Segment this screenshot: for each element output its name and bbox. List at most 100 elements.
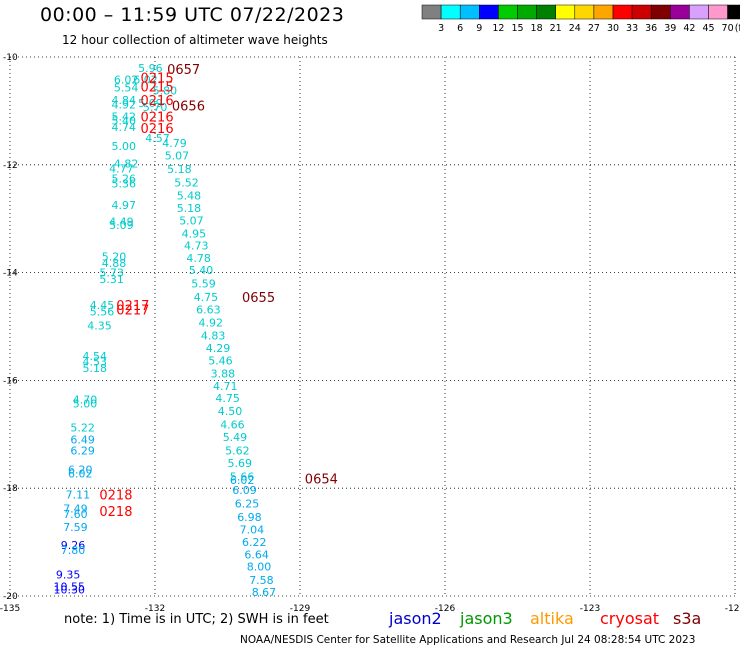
wave-height-label: 5.40 (112, 115, 137, 128)
wave-height-label: 4.77 (109, 163, 134, 176)
wave-height-label: 5.66 (230, 470, 255, 483)
wave-height-label: 9.35 (56, 568, 81, 581)
wave-height-label: 7.49 (63, 503, 87, 516)
time-label: 0216 (141, 110, 174, 125)
wave-height-label: 4.53 (83, 356, 108, 369)
wave-height-label: 4.73 (184, 240, 209, 253)
wave-height-label: 5.69 (228, 457, 253, 470)
footer-note: note: 1) Time is in UTC; 2) SWH is in fe… (64, 612, 329, 627)
time-label: 0657 (167, 63, 200, 78)
colorbar-label: 15 (511, 23, 523, 34)
wave-height-label: 5.56 (90, 305, 115, 318)
x-tick-label: -120 (725, 604, 740, 614)
time-label: 0218 (99, 505, 132, 520)
wave-height-label: 5.62 (225, 445, 250, 458)
colorbar-swatch (727, 4, 740, 20)
time-label: 0215 (141, 81, 174, 96)
time-label: 0216 (141, 94, 174, 109)
colorbar-unit: (ft) (735, 23, 740, 34)
wave-height-label: 4.92 (199, 317, 224, 330)
wave-height-label: 5.42 (112, 110, 137, 123)
wave-height-label: 5.09 (109, 219, 134, 232)
wave-height-label: 5.52 (174, 177, 199, 190)
wave-height-label: 4.45 (90, 299, 115, 312)
wave-height-label: 8.00 (247, 560, 271, 573)
legend-altika: altika (530, 609, 574, 628)
legend-s3a: s3a (673, 609, 702, 628)
wave-height-label: 5.07 (179, 214, 204, 227)
colorbar-label: 12 (492, 23, 504, 34)
wave-height-label: 5.00 (112, 140, 137, 153)
y-tick-label: -18 (3, 484, 18, 494)
x-tick-label: -135 (0, 604, 20, 614)
colorbar-label: 36 (645, 23, 657, 34)
wave-height-label: 4.74 (112, 121, 137, 134)
wave-height-label: 4.66 (220, 419, 245, 432)
wave-height-label: 5.20 (102, 250, 127, 263)
wave-height-label: 5.59 (191, 277, 216, 290)
wave-height-label: 6.64 (244, 549, 269, 562)
wave-height-label: 4.57 (145, 132, 170, 145)
time-label: 0655 (242, 291, 275, 306)
wave-height-label: 5.36 (112, 178, 137, 191)
wave-height-label: 6.02 (114, 74, 138, 87)
wave-height-label: 7.11 (66, 489, 91, 502)
wave-height-label: 4.75 (215, 392, 240, 405)
footer-credit: NOAA/NESDIS Center for Satellite Applica… (240, 634, 696, 646)
wave-height-label: 7.60 (63, 508, 87, 521)
wave-height-label: 10.55 (54, 580, 86, 593)
x-tick-label: -129 (290, 604, 311, 614)
colorbar-label: 3 (438, 23, 444, 34)
wave-height-label: 4.82 (114, 158, 138, 171)
wave-height-label: 5.40 (189, 264, 214, 277)
wave-height-label: 6.02 (68, 468, 93, 481)
wave-height-label: 7.04 (240, 524, 265, 537)
wave-height-label: 5.26 (112, 172, 137, 185)
wave-height-label: 4.95 (182, 227, 207, 240)
wave-height-label: 4.78 (186, 252, 211, 265)
y-tick-label: -20 (3, 592, 18, 602)
time-label: 0217 (116, 299, 149, 314)
colorbar-label: 27 (588, 23, 600, 34)
wave-height-label: 5.18 (167, 163, 192, 176)
colorbar-label: 45 (702, 23, 714, 34)
wave-height-label: 9.26 (61, 539, 86, 552)
wave-height-label: 6.29 (70, 445, 95, 458)
wave-height-label: 8.67 (252, 586, 277, 599)
wave-height-label: 4.79 (162, 137, 187, 150)
wave-height-label: 5.18 (177, 202, 202, 215)
wave-height-label: 7.59 (63, 521, 87, 534)
wave-height-label: 5.00 (73, 398, 98, 411)
wave-height-label: 6.02 (133, 74, 158, 87)
wave-height-label: 4.83 (201, 330, 226, 343)
y-tick-label: -16 (3, 376, 18, 386)
wave-height-label: 6.63 (196, 303, 221, 316)
wave-height-label: 4.54 (83, 350, 108, 363)
colorbar-label: 70 (722, 23, 734, 34)
wave-height-label: 3.88 (211, 367, 236, 380)
colorbar-label: 24 (569, 23, 581, 34)
time-label: 0217 (116, 303, 149, 318)
wave-height-label: 5.22 (70, 421, 95, 434)
wave-height-label: 5.07 (165, 150, 190, 163)
wave-height-label: 5.46 (208, 355, 233, 368)
wave-height-label: 5.70 (143, 101, 168, 114)
time-label: 0216 (141, 122, 174, 137)
colorbar-label: 30 (607, 23, 619, 34)
wave-height-label: 5.31 (99, 273, 124, 286)
legend-jason2: jason2 (389, 609, 442, 628)
wave-height-label: 6.02 (230, 474, 255, 487)
wave-height-label: 4.88 (102, 257, 127, 270)
colorbar-label: 39 (664, 23, 676, 34)
wave-height-label: 6.20 (68, 463, 93, 476)
wave-height-label: 4.35 (87, 319, 112, 332)
wave-height-label: 6.98 (237, 511, 262, 524)
time-label: 0218 (99, 489, 132, 504)
colorbar-label: 42 (683, 23, 695, 34)
wave-height-label: 10.30 (54, 584, 86, 597)
wave-height-label: 5.54 (114, 82, 138, 95)
y-tick-label: -12 (3, 161, 18, 171)
legend-jason3: jason3 (460, 609, 513, 628)
